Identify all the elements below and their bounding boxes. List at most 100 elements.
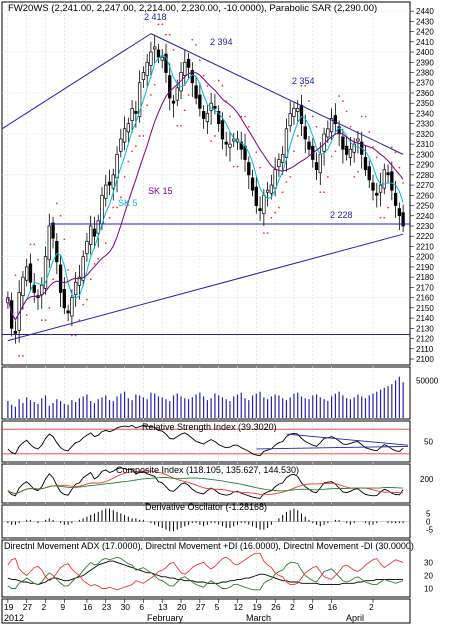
candle-body — [122, 128, 127, 143]
sar-dot — [123, 175, 126, 178]
ma-5-line — [7, 54, 404, 321]
candle-body — [254, 186, 258, 206]
oscillator-title: Derivative Oscilator (-1.28168) — [145, 502, 267, 512]
candle-body — [62, 289, 67, 309]
sar-dot — [326, 175, 329, 178]
candle-body — [262, 194, 266, 215]
rsi-trendline — [286, 433, 409, 446]
price-tick-label: 2230 — [416, 222, 434, 231]
candle-body — [341, 136, 345, 150]
dmi-line-adx — [7, 560, 404, 586]
candle-body — [111, 174, 115, 189]
candle-body — [303, 126, 307, 140]
candle-body — [164, 53, 168, 73]
price-tick-label: 2190 — [416, 263, 434, 272]
year-label: 2012 — [4, 613, 24, 623]
candle-body — [401, 212, 405, 227]
sar-dot — [383, 216, 386, 219]
x-tick-label: 27 — [196, 602, 206, 612]
sar-dot — [315, 125, 318, 128]
price-tick-label: 2140 — [416, 314, 434, 323]
price-tick-label: 2440 — [416, 7, 434, 16]
sar-dot — [119, 196, 122, 199]
sar-dot — [63, 238, 66, 241]
candle-body — [280, 154, 285, 163]
rsi-panel — [2, 425, 410, 457]
candle-body — [371, 182, 375, 191]
composite-tick-label: 200 — [420, 475, 434, 484]
candle-body — [160, 56, 164, 61]
candle-body — [13, 331, 18, 334]
sar-dot — [59, 214, 62, 217]
sar-dot — [176, 124, 179, 127]
price-tick-label: 2260 — [416, 191, 434, 200]
sar-dot — [180, 124, 182, 127]
candle-body — [186, 58, 191, 68]
candle-body — [126, 123, 131, 133]
dmi-title: Directnl Movement ADX (17.0000), Directn… — [4, 541, 414, 551]
annotation-sk15: SK 15 — [148, 186, 173, 196]
sar-dot — [97, 257, 100, 260]
price-tick-label: 2430 — [416, 17, 434, 26]
sar-dot — [262, 232, 265, 235]
sar-dot — [55, 202, 58, 205]
candle-body — [217, 111, 221, 125]
candle-body — [58, 264, 63, 293]
composite-title: Composite Index (118.105, 135.627, 144.5… — [116, 465, 299, 475]
candle-body — [70, 297, 74, 317]
candle-body — [393, 192, 398, 206]
sar-dot — [274, 211, 277, 214]
candle-body — [344, 145, 349, 155]
panel-frame — [1, 420, 411, 463]
sar-dot — [293, 150, 295, 153]
candle-body — [375, 192, 379, 196]
candle-body — [115, 154, 119, 179]
sar-dot — [172, 49, 175, 51]
x-tick-label: 12 — [233, 602, 243, 612]
month-label-feb: February — [147, 613, 184, 623]
sar-dot — [101, 257, 103, 260]
candle-body — [307, 141, 311, 150]
rsi-line — [7, 425, 404, 457]
candle-body — [247, 162, 251, 176]
sar-dot — [210, 140, 213, 142]
dmi-line-di — [7, 556, 404, 591]
candle-body — [382, 169, 386, 189]
sar-dot — [157, 23, 160, 26]
sar-dot — [206, 84, 209, 87]
sar-dot — [78, 319, 81, 322]
sar-dot — [146, 104, 149, 107]
price-tick-label: 2120 — [416, 335, 434, 344]
candle-body — [250, 177, 255, 191]
price-tick-label: 2390 — [416, 58, 434, 67]
sar-dot — [390, 146, 393, 149]
candle-body — [66, 310, 70, 314]
x-tick-label: 19 — [252, 602, 262, 612]
sar-dot — [364, 115, 367, 118]
sar-dot — [127, 160, 130, 163]
sar-dot — [394, 151, 397, 154]
x-tick-label: 13 — [158, 602, 168, 612]
price-tick-label: 2380 — [416, 69, 434, 78]
candle-body — [258, 208, 262, 211]
sar-dot — [138, 135, 141, 137]
sar-dot — [304, 84, 307, 87]
candle-body — [224, 141, 228, 145]
sar-dot — [244, 115, 246, 118]
price-tick-label: 2240 — [416, 212, 434, 221]
candle-body — [47, 225, 51, 261]
price-tick-label: 2160 — [416, 294, 434, 303]
candle-body — [168, 75, 172, 99]
sar-dot — [255, 151, 258, 154]
composite-panel — [7, 467, 404, 499]
sar-dot — [70, 334, 73, 337]
candle-body — [89, 225, 93, 245]
sar-dot — [214, 135, 216, 137]
candle-body — [156, 49, 161, 58]
candle-body — [107, 181, 112, 186]
candle-body — [333, 115, 338, 125]
candle-body — [269, 184, 274, 194]
sar-dot — [195, 43, 197, 46]
price-tick-label: 2180 — [416, 273, 434, 282]
sar-dot — [353, 175, 356, 178]
